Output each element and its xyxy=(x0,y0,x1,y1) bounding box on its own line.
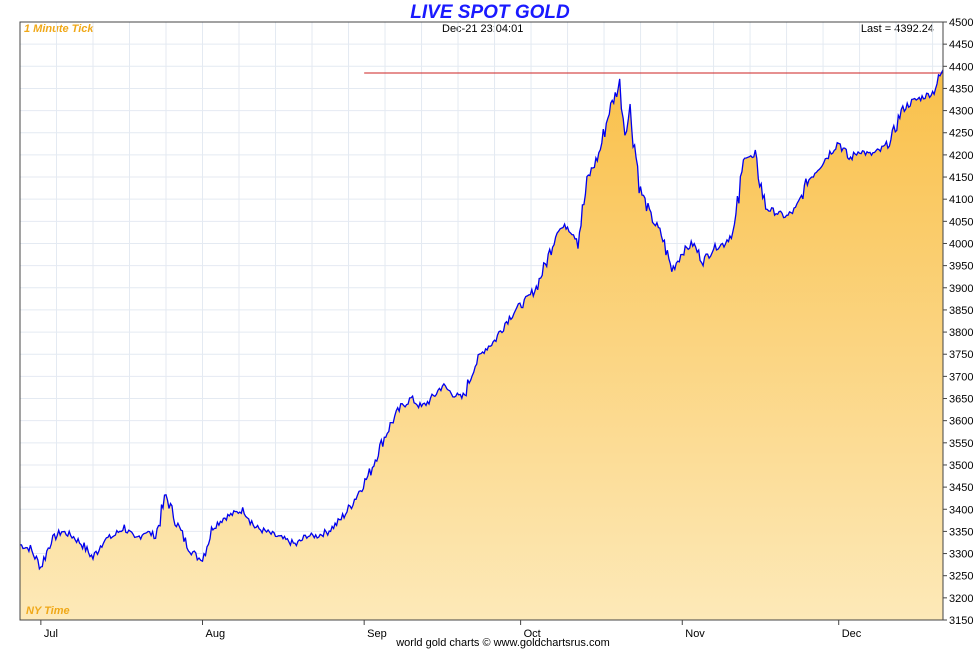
y-tick-label: 3900 xyxy=(949,283,973,295)
y-tick-label: 4150 xyxy=(949,172,973,184)
x-axis: Jul Aug Sep Oct Nov Dec xyxy=(40,620,862,640)
y-tick-label: 4350 xyxy=(949,83,973,95)
chart-title: LIVE SPOT GOLD xyxy=(410,2,570,23)
x-tick-label: Jul xyxy=(44,628,58,640)
y-axis: 3150 3200 3250 3300 3350 3400 3450 3500 3550 3600… xyxy=(943,17,973,627)
y-tick-label: 4200 xyxy=(949,150,973,162)
x-tick-label: Aug xyxy=(206,628,226,640)
y-tick-label: 3800 xyxy=(949,327,973,339)
x-tick-label: Nov xyxy=(685,628,705,640)
x-tick-label: Sep xyxy=(367,628,387,640)
y-tick-label: 4500 xyxy=(949,17,973,29)
y-tick-label: 3950 xyxy=(949,261,973,273)
x-tick-label: Dec xyxy=(842,628,862,640)
y-tick-label: 4100 xyxy=(949,194,973,206)
y-tick-label: 4300 xyxy=(949,106,973,118)
y-tick-label: 3200 xyxy=(949,593,973,605)
y-tick-label: 3750 xyxy=(949,349,973,361)
last-price: Last = 4392.24 xyxy=(860,23,934,35)
y-tick-label: 3300 xyxy=(949,549,973,561)
price-area xyxy=(20,69,943,621)
y-tick-label: 3450 xyxy=(949,482,973,494)
y-tick-label: 3600 xyxy=(949,416,973,428)
plot-frame xyxy=(19,21,944,621)
x-tick-label: Oct xyxy=(524,628,541,640)
y-tick-label: 4400 xyxy=(949,61,973,73)
y-tick-label: 3250 xyxy=(949,571,973,583)
tick-interval-label: 1 Minute Tick xyxy=(24,23,94,35)
y-tick-label: 4050 xyxy=(949,216,973,228)
price-line xyxy=(19,69,944,571)
y-tick-label: 3700 xyxy=(949,371,973,383)
y-tick-label: 3350 xyxy=(949,526,973,538)
y-tick-label: 3500 xyxy=(949,460,973,472)
y-tick-label: 4450 xyxy=(949,39,973,51)
y-tick-label: 4000 xyxy=(949,238,973,250)
footer-credit: world gold charts © www.goldchartsrus.co… xyxy=(396,637,610,649)
timestamp: Dec-21 23:04:01 xyxy=(442,23,524,35)
y-tick-label: 3550 xyxy=(949,438,973,450)
y-tick-label: 3850 xyxy=(949,305,973,317)
timezone-label: NY Time xyxy=(26,605,70,617)
y-tick-label: 3400 xyxy=(949,504,973,516)
y-tick-label: 4250 xyxy=(949,128,973,140)
y-tick-label: 3150 xyxy=(949,615,973,627)
y-tick-label: 3650 xyxy=(949,394,973,406)
